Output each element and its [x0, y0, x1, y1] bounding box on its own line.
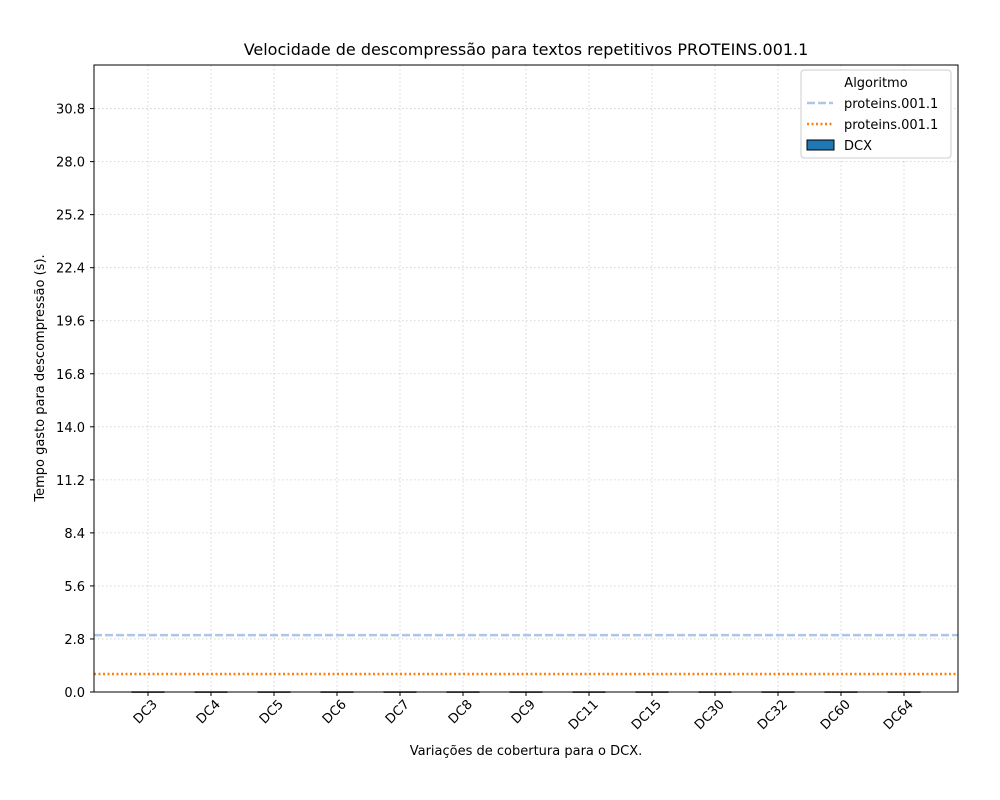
y-tick-label: 28.0 [56, 156, 85, 171]
x-axis: DC3 DC4 DC5 DC6 DC7 DC8 DC9 DC11 DC15 DC30 DC32 DC6… [131, 692, 917, 733]
chart-title: Velocidade de descompressão para textos … [244, 40, 809, 59]
legend: Algoritmo proteins.001.1 proteins.001.1 DCX [800, 69, 952, 159]
y-tick-label: 0.0 [64, 686, 85, 701]
y-tick-label: 19.6 [56, 315, 85, 330]
y-tick-label: 11.2 [56, 474, 85, 489]
x-tick-label: DC60 [818, 697, 854, 733]
x-tick-label: DC64 [881, 697, 917, 733]
y-tick-label: 30.8 [56, 103, 85, 118]
legend-label: DCX [844, 139, 872, 154]
x-tick-label: DC9 [509, 697, 539, 727]
x-tick-label: DC4 [194, 697, 224, 727]
legend-label: proteins.001.1 [844, 118, 938, 133]
y-tick-label: 2.8 [64, 633, 85, 648]
x-tick-label: DC30 [692, 697, 728, 733]
legend-label: proteins.001.1 [844, 97, 938, 112]
y-tick-label: 8.4 [64, 527, 85, 542]
y-axis: 0.0 2.8 5.6 8.4 11.2 14.0 16.8 19.6 22.4 25.2 28.0… [56, 103, 94, 701]
x-tick-label: DC8 [446, 697, 476, 727]
x-tick-label: DC32 [755, 697, 791, 733]
y-axis-label: Tempo gasto para descompressão (s). [33, 254, 48, 502]
y-tick-label: 16.8 [56, 368, 85, 383]
y-tick-label: 5.6 [64, 580, 85, 595]
x-tick-label: DC5 [257, 697, 287, 727]
x-tick-label: DC7 [383, 697, 413, 727]
x-tick-label: DC11 [566, 697, 602, 733]
y-tick-label: 22.4 [56, 262, 85, 277]
x-tick-label: DC6 [320, 697, 350, 727]
y-tick-label: 25.2 [56, 209, 85, 224]
legend-box [800, 69, 952, 159]
reference-lines [94, 633, 958, 676]
x-tick-label: DC3 [131, 697, 161, 727]
legend-swatch [806, 139, 835, 151]
x-axis-label: Variações de cobertura para o DCX. [410, 744, 643, 759]
x-tick-label: DC15 [629, 697, 665, 733]
legend-title: Algoritmo [844, 76, 907, 91]
grid [94, 65, 958, 693]
y-tick-label: 14.0 [56, 421, 85, 436]
